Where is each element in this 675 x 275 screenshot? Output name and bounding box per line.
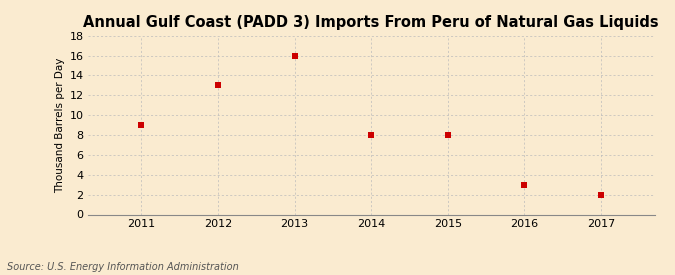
Y-axis label: Thousand Barrels per Day: Thousand Barrels per Day [55,57,65,193]
Point [213,83,223,88]
Text: Source: U.S. Energy Information Administration: Source: U.S. Energy Information Administ… [7,262,238,272]
Point [443,133,454,137]
Point [289,53,300,58]
Point [596,192,607,197]
Point [519,183,530,187]
Point [366,133,377,137]
Point [136,123,146,127]
Title: Annual Gulf Coast (PADD 3) Imports From Peru of Natural Gas Liquids: Annual Gulf Coast (PADD 3) Imports From … [84,15,659,31]
